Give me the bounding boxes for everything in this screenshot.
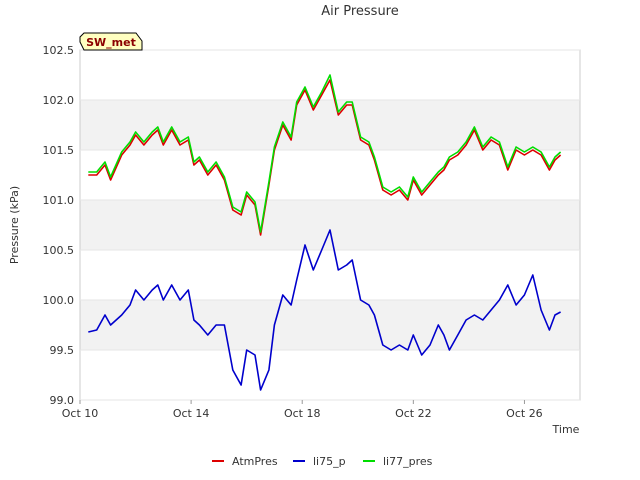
y-tick-label: 102.5 bbox=[43, 44, 75, 57]
series-lines bbox=[88, 74, 562, 391]
x-tick-label: Oct 14 bbox=[173, 407, 210, 420]
site-badge-shape bbox=[79, 32, 143, 51]
y-tick-label: 100.5 bbox=[43, 244, 75, 257]
band-1 bbox=[80, 200, 580, 250]
y-tick-label: 102.0 bbox=[43, 94, 75, 107]
y-tick-label: 100.0 bbox=[43, 294, 75, 307]
legend-label: li75_p bbox=[313, 455, 346, 468]
x-tick-label: Oct 18 bbox=[284, 407, 321, 420]
x-axis-title: Time bbox=[552, 423, 580, 436]
y-tick-label: 99.0 bbox=[50, 394, 75, 407]
x-tick-label: Oct 26 bbox=[506, 407, 543, 420]
y-axis-title: Pressure (kPa) bbox=[8, 186, 21, 264]
x-tick-label: Oct 10 bbox=[62, 407, 99, 420]
x-tick-label: Oct 22 bbox=[395, 407, 432, 420]
y-tick-label: 101.5 bbox=[43, 144, 75, 157]
y-axis-ticks: 99.0 99.5 100.0 100.5 101.0 101.5 102.0 102.5 bbox=[43, 44, 580, 407]
series-line-li77_pres bbox=[88, 74, 562, 233]
band-0 bbox=[80, 300, 580, 350]
background-bands bbox=[80, 100, 580, 350]
band-2 bbox=[80, 100, 580, 150]
chart-title: Air Pressure bbox=[321, 4, 399, 19]
legend-item-li75_p: li75_p bbox=[293, 455, 346, 468]
legend-item-atmpres: AtmPres bbox=[212, 455, 278, 468]
site-badge: SW_met bbox=[79, 32, 143, 51]
x-axis-ticks: Oct 10 Oct 14 Oct 18 Oct 22 Oct 26 bbox=[62, 400, 543, 420]
legend-label: AtmPres bbox=[232, 455, 278, 468]
legend: AtmPres li75_p li77_pres bbox=[212, 455, 433, 468]
series-line-atmpres bbox=[88, 79, 562, 236]
site-badge-label: SW_met bbox=[86, 36, 136, 49]
legend-label: li77_pres bbox=[383, 455, 433, 468]
series-line-li75_p bbox=[88, 229, 561, 391]
y-tick-label: 101.0 bbox=[43, 194, 75, 207]
y-tick-label: 99.5 bbox=[50, 344, 75, 357]
legend-item-li77_pres: li77_pres bbox=[363, 455, 433, 468]
